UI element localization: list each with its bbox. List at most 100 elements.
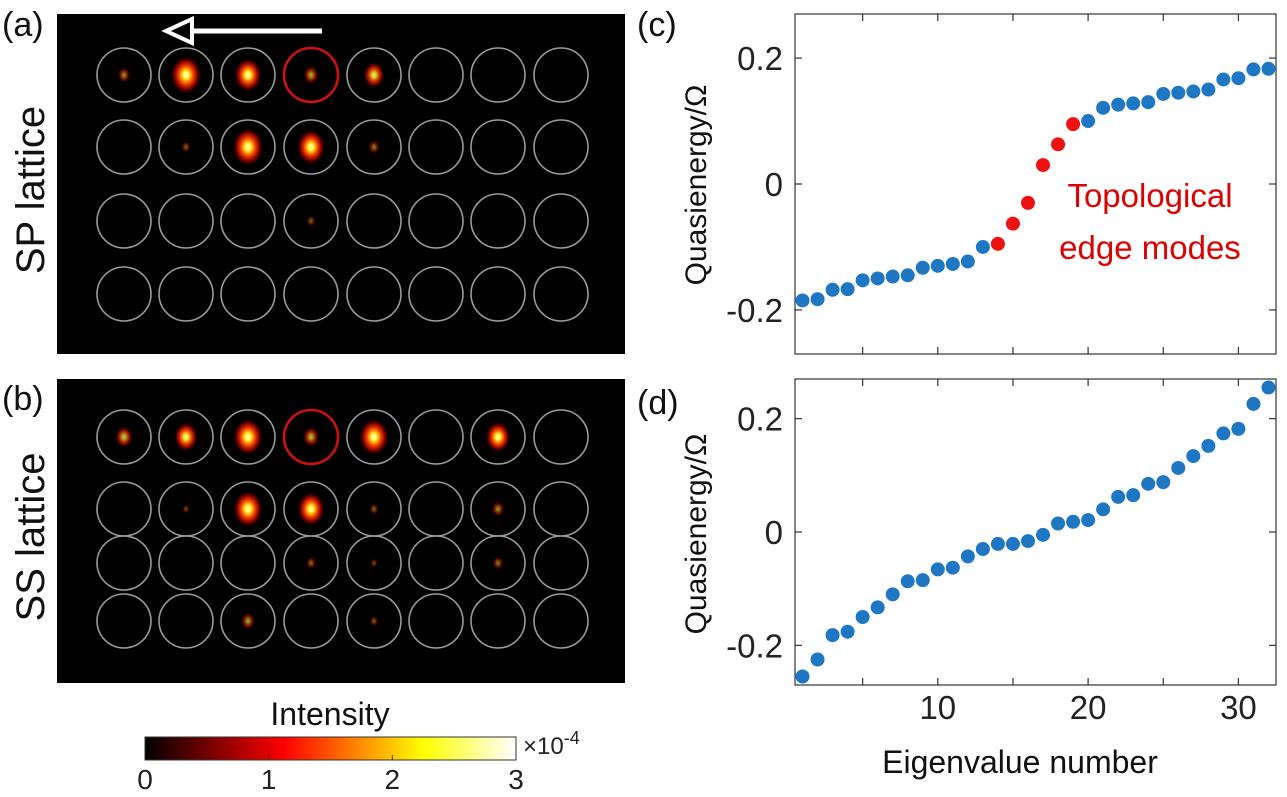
- waveguide-ring: [220, 593, 276, 649]
- annotation-line-1: Topological: [1067, 177, 1232, 214]
- data-point: [1156, 475, 1171, 490]
- panel-label-b: (b): [2, 380, 44, 418]
- y-tick-label: 0.2: [737, 401, 783, 438]
- intensity-spot: [369, 615, 379, 627]
- intensity-spot: [359, 418, 389, 456]
- waveguide-ring: [96, 593, 152, 649]
- lattice-label-sp: SP lattice: [9, 106, 53, 274]
- data-point: [1066, 514, 1081, 529]
- scatter-plot-c: -0.2 0 0.2: [726, 13, 1277, 355]
- waveguide-ring: [408, 266, 464, 322]
- data-point: [1020, 534, 1035, 549]
- data-point: [885, 587, 900, 602]
- panel-d: (d) Quasienergy/Ω -0.2 0 0.2 10 20 30 Eigenva…: [637, 378, 1277, 780]
- waveguide-ring: [346, 535, 402, 591]
- intensity-map-b-spots: [115, 418, 511, 630]
- data-point: [960, 254, 975, 269]
- colorbar-multiplier-base: ×10: [523, 733, 564, 760]
- waveguide-ring: [470, 266, 526, 322]
- data-point: [1096, 100, 1111, 115]
- waveguide-ring: [346, 593, 402, 649]
- intensity-spot: [174, 422, 198, 452]
- waveguide-ring: [96, 266, 152, 322]
- data-point: [1171, 85, 1186, 100]
- intensity-spot: [182, 504, 190, 514]
- data-point: [1066, 117, 1081, 132]
- waveguide-ring: [533, 409, 589, 465]
- waveguide-ring: [158, 47, 214, 103]
- intensity-spot: [491, 501, 505, 517]
- annotation-line-2: edge modes: [1059, 229, 1241, 266]
- data-point: [870, 600, 885, 615]
- y-axis-label-d: Quasienergy/Ω: [680, 434, 713, 635]
- data-point: [825, 628, 840, 643]
- data-point: [960, 549, 975, 564]
- data-point: [915, 573, 930, 588]
- waveguide-ring: [96, 193, 152, 249]
- waveguide-ring: [220, 266, 276, 322]
- data-point: [840, 624, 855, 639]
- data-point: [930, 258, 945, 273]
- panel-label-d: (d): [637, 384, 679, 422]
- intensity-spot: [369, 503, 379, 515]
- intensity-spot: [306, 215, 316, 227]
- waveguide-ring: [220, 409, 276, 465]
- intensity-spot: [117, 67, 131, 83]
- waveguide-ring: [470, 193, 526, 249]
- waveguide-ring: [533, 266, 589, 322]
- data-point: [1081, 513, 1096, 528]
- intensity-map-a-background: [57, 14, 625, 354]
- data-point: [840, 282, 855, 297]
- intensity-spot: [492, 556, 504, 570]
- intensity-map-a-waveguides: [96, 46, 589, 322]
- data-point: [915, 260, 930, 275]
- intensity-spot: [181, 141, 191, 153]
- y-tick-label: 0.2: [737, 40, 783, 77]
- waveguide-ring: [470, 409, 526, 465]
- data-point: [990, 236, 1005, 251]
- data-point: [1111, 489, 1126, 504]
- colorbar-ticks: 0 1 2 3: [137, 755, 524, 795]
- data-point: [1216, 72, 1231, 87]
- y-tick-label: 0: [765, 514, 783, 551]
- intensity-spot: [485, 421, 511, 453]
- direction-arrow-head-icon: [161, 15, 194, 47]
- waveguide-ring: [470, 47, 526, 103]
- data-point: [1246, 62, 1261, 77]
- data-point: [1171, 460, 1186, 475]
- waveguide-ring: [533, 193, 589, 249]
- plot-frame: [794, 378, 1277, 686]
- waveguide-ring: [470, 119, 526, 175]
- data-point: [1020, 195, 1035, 210]
- colorbar-title: Intensity: [270, 696, 389, 732]
- data-point: [885, 269, 900, 284]
- intensity-spot: [363, 61, 385, 89]
- colorbar-multiplier-exp: -4: [564, 728, 580, 748]
- intensity-map-b-background: [57, 379, 625, 683]
- data-point: [1111, 97, 1126, 112]
- data-point: [855, 273, 870, 288]
- panel-c: (c) Quasienergy/Ω -0.2 0 0.2 Topological e…: [637, 6, 1277, 355]
- data-point: [930, 562, 945, 577]
- intensity-spot: [241, 612, 255, 630]
- y-tick-label: -0.2: [726, 292, 783, 329]
- waveguide-ring: [470, 535, 526, 591]
- waveguide-ring: [346, 119, 402, 175]
- waveguide-ring: [96, 409, 152, 465]
- waveguide-ring: [533, 47, 589, 103]
- data-point: [1096, 502, 1111, 517]
- data-point: [945, 560, 960, 575]
- data-point: [1005, 536, 1020, 551]
- excited-waveguide-ring: [282, 46, 340, 104]
- data-point: [1051, 516, 1066, 531]
- data-point: [1126, 488, 1141, 503]
- data-point: [1081, 114, 1096, 129]
- data-point: [1231, 421, 1246, 436]
- x-tick-label: 20: [1070, 689, 1107, 726]
- waveguide-ring: [283, 119, 339, 175]
- direction-arrow: [161, 15, 322, 47]
- data-point: [1261, 61, 1276, 76]
- intensity-spot: [303, 65, 319, 85]
- excited-waveguide-ring: [282, 408, 340, 466]
- waveguide-ring: [533, 119, 589, 175]
